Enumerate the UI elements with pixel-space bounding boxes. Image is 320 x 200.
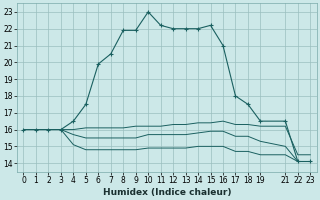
X-axis label: Humidex (Indice chaleur): Humidex (Indice chaleur) bbox=[103, 188, 231, 197]
